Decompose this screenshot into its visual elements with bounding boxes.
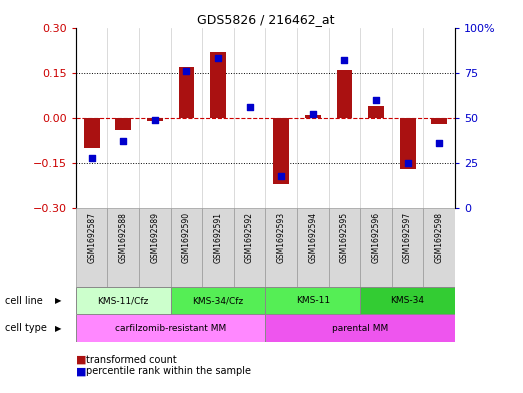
Bar <box>266 314 455 342</box>
Text: transformed count: transformed count <box>86 354 177 365</box>
Point <box>151 117 159 123</box>
Bar <box>178 67 195 118</box>
Point <box>245 104 254 110</box>
Text: GSM1692588: GSM1692588 <box>119 212 128 263</box>
Text: GSM1692592: GSM1692592 <box>245 212 254 263</box>
Text: GSM1692593: GSM1692593 <box>277 212 286 263</box>
Text: GSM1692589: GSM1692589 <box>150 212 160 263</box>
Text: GSM1692591: GSM1692591 <box>213 212 222 263</box>
Point <box>309 111 317 118</box>
Point <box>277 173 286 179</box>
Bar <box>266 287 360 314</box>
Bar <box>328 208 360 287</box>
Text: ■: ■ <box>76 366 86 376</box>
Bar <box>360 287 455 314</box>
Text: ▶: ▶ <box>55 324 61 332</box>
Bar <box>170 287 266 314</box>
Point <box>435 140 444 146</box>
Text: KMS-11/Cfz: KMS-11/Cfz <box>98 296 149 305</box>
Bar <box>400 118 415 169</box>
Point <box>87 154 96 161</box>
Bar <box>84 118 99 148</box>
Point <box>403 160 412 166</box>
Bar <box>76 287 170 314</box>
Point <box>214 55 222 61</box>
Text: KMS-34: KMS-34 <box>391 296 425 305</box>
Bar <box>305 115 321 118</box>
Bar <box>147 118 163 121</box>
Bar <box>336 70 353 118</box>
Bar <box>297 208 328 287</box>
Text: GSM1692597: GSM1692597 <box>403 212 412 263</box>
Text: ■: ■ <box>76 354 86 365</box>
Bar <box>234 208 266 287</box>
Text: ▶: ▶ <box>55 296 61 305</box>
Point <box>119 138 128 145</box>
Bar <box>266 208 297 287</box>
Bar <box>424 208 455 287</box>
Text: parental MM: parental MM <box>332 324 389 332</box>
Bar <box>107 208 139 287</box>
Text: percentile rank within the sample: percentile rank within the sample <box>86 366 251 376</box>
Bar <box>139 208 170 287</box>
Bar <box>360 208 392 287</box>
Title: GDS5826 / 216462_at: GDS5826 / 216462_at <box>197 13 334 26</box>
Point <box>372 97 380 103</box>
Bar <box>202 208 234 287</box>
Text: KMS-34/Cfz: KMS-34/Cfz <box>192 296 244 305</box>
Bar <box>368 106 384 118</box>
Text: GSM1692598: GSM1692598 <box>435 212 444 263</box>
Text: GSM1692594: GSM1692594 <box>309 212 317 263</box>
Bar <box>76 314 266 342</box>
Point <box>340 57 349 63</box>
Text: GSM1692595: GSM1692595 <box>340 212 349 263</box>
Text: GSM1692590: GSM1692590 <box>182 212 191 263</box>
Text: carfilzomib-resistant MM: carfilzomib-resistant MM <box>115 324 226 332</box>
Bar <box>76 208 107 287</box>
Bar <box>274 118 289 184</box>
Text: cell type: cell type <box>5 323 47 333</box>
Bar <box>170 208 202 287</box>
Text: KMS-11: KMS-11 <box>296 296 330 305</box>
Point <box>182 68 190 74</box>
Text: GSM1692587: GSM1692587 <box>87 212 96 263</box>
Bar <box>431 118 447 124</box>
Bar <box>392 208 424 287</box>
Text: GSM1692596: GSM1692596 <box>371 212 381 263</box>
Text: cell line: cell line <box>5 296 43 306</box>
Bar <box>116 118 131 130</box>
Bar <box>210 51 226 118</box>
